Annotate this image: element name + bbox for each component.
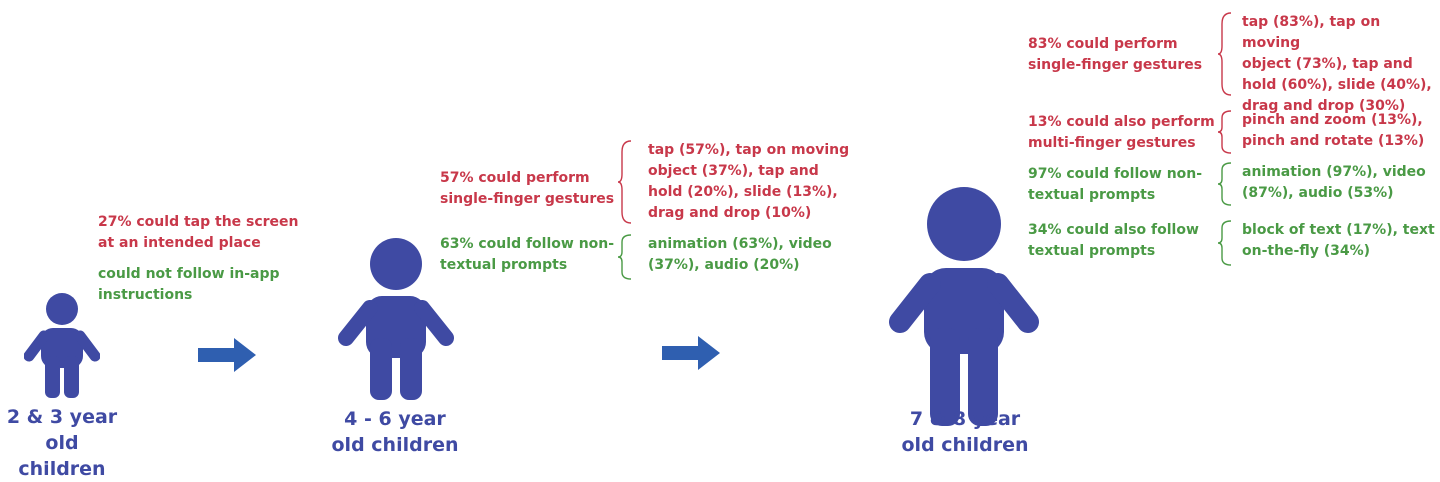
child-figure-medium (336, 238, 456, 400)
stage3-nontextual-detail: animation (97%), video (87%), audio (53%… (1242, 164, 1426, 201)
age-label-2-3: 2 & 3 year old children (6, 406, 118, 480)
brace-icon (617, 234, 632, 284)
arrow-right-icon (662, 336, 720, 374)
stage3-textual-detail: block of text (17%), text on-the-fly (34… (1242, 222, 1435, 259)
stage2-prompts-detail: animation (63%), video (37%), audio (20%… (648, 236, 832, 273)
child-figure-small (24, 292, 100, 398)
stage3-single-detail: tap (83%), tap on moving object (73%), t… (1242, 14, 1432, 114)
brace-icon (1217, 162, 1232, 210)
age-label-4-6: 4 - 6 year old children (331, 408, 459, 456)
brace-icon (1217, 220, 1232, 270)
stage2-prompts-text: 63% could follow non- textual prompts (440, 236, 615, 273)
child-figure-large (886, 186, 1042, 426)
brace-icon (1217, 110, 1232, 158)
stage3-multi-detail: pinch and zoom (13%), pinch and rotate (… (1242, 112, 1425, 149)
stage3-single-text: 83% could perform single-finger gestures (1028, 36, 1203, 73)
stage2-gestures-detail: tap (57%), tap on moving object (37%), t… (648, 142, 850, 221)
stage1-prompts-text: could not follow in-app instructions (98, 266, 280, 303)
brace-icon (1217, 12, 1232, 100)
stage2-gestures-text: 57% could perform single-finger gestures (440, 170, 615, 207)
stage3-textual-text: 34% could also follow textual prompts (1028, 222, 1199, 259)
arrow-right-icon (198, 338, 256, 376)
age-label-7-8: 7 & 8 year old children (901, 408, 1029, 456)
stage1-ability-text: 27% could tap the screen at an intended … (98, 214, 299, 251)
stage3-multi-text: 13% could also perform multi-finger gest… (1028, 114, 1215, 151)
brace-icon (617, 140, 632, 228)
stage3-nontextual-text: 97% could follow non- textual prompts (1028, 166, 1203, 203)
